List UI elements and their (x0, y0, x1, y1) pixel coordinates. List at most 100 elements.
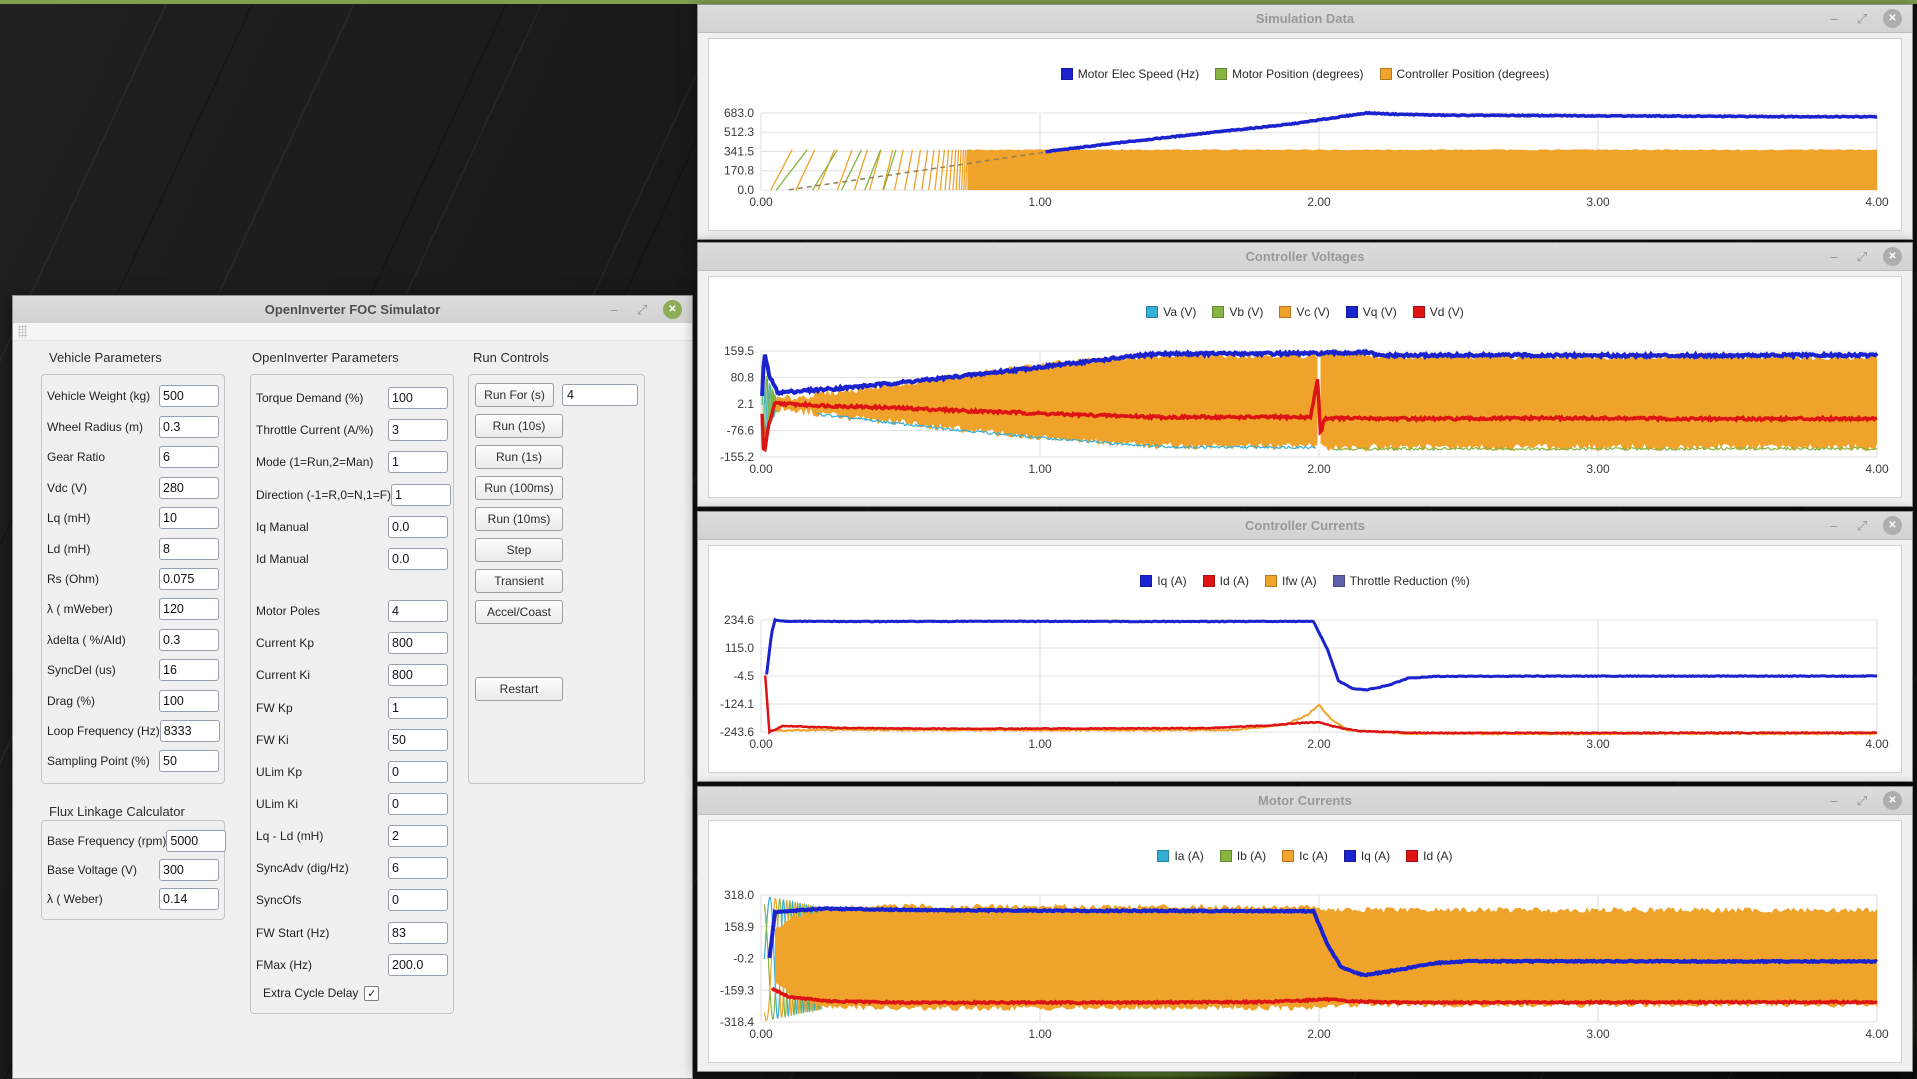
ld-mh-input[interactable] (159, 538, 219, 560)
current-kp-input[interactable] (388, 632, 448, 654)
param-label: Lq (mH) (47, 511, 159, 525)
minimize-icon[interactable]: – (1827, 519, 1841, 532)
weber-input[interactable] (159, 888, 219, 910)
transient-button[interactable]: Transient (475, 569, 563, 593)
ulim-kp-input[interactable] (388, 761, 448, 783)
run-for-row: Run For (s) (475, 383, 638, 407)
rs-ohm-input[interactable] (159, 568, 219, 590)
svg-text:0.00: 0.00 (749, 1027, 773, 1041)
chart-titlebar[interactable]: Controller Currents – ⤢ ✕ (698, 512, 1912, 540)
lq-mh-input[interactable] (159, 507, 219, 529)
legend-label: Id (A) (1423, 849, 1452, 863)
simulator-window: OpenInverter FOC Simulator – ⤢ ✕ Vehicle… (12, 295, 693, 1079)
param-row: Id Manual (251, 548, 453, 570)
minimize-icon[interactable]: – (607, 303, 621, 316)
row-spacer (251, 580, 453, 590)
loop-frequency-hz-input[interactable] (160, 720, 220, 742)
fw-kp-input[interactable] (388, 697, 448, 719)
iq-manual-input[interactable] (388, 516, 448, 538)
param-row: Vehicle Weight (kg) (42, 385, 224, 407)
legend-swatch-icon (1282, 850, 1294, 862)
delta-aid-input[interactable] (159, 629, 219, 651)
restore-icon[interactable]: ⤢ (1855, 12, 1869, 25)
legend-item: Ib (A) (1220, 849, 1266, 863)
legend-item: Ia (A) (1157, 849, 1203, 863)
close-icon[interactable]: ✕ (1883, 9, 1902, 28)
base-frequency-rpm-input[interactable] (166, 830, 226, 852)
param-row: Base Voltage (V) (42, 859, 224, 881)
param-label: Wheel Radius (m) (47, 420, 159, 434)
drag-input[interactable] (159, 690, 219, 712)
vdc-v-input[interactable] (159, 477, 219, 499)
syncdel-us-input[interactable] (159, 659, 219, 681)
close-icon[interactable]: ✕ (663, 300, 682, 319)
vehicle-weight-kg-input[interactable] (159, 385, 219, 407)
torque-demand-input[interactable] (388, 387, 448, 409)
parameter-group: Run For (s) Run (10s) Run (1s) Run (100ms) R… (468, 374, 645, 784)
close-icon[interactable]: ✕ (1883, 516, 1902, 535)
accel-coast-button[interactable]: Accel/Coast (475, 600, 563, 624)
chart-titlebar[interactable]: Motor Currents – ⤢ ✕ (698, 787, 1912, 815)
restore-icon[interactable]: ⤢ (1855, 519, 1869, 532)
run-100ms-button[interactable]: Run (100ms) (475, 476, 563, 500)
svg-text:318.0: 318.0 (724, 888, 754, 902)
chart-titlebar[interactable]: Simulation Data – ⤢ ✕ (698, 5, 1912, 33)
minimize-icon[interactable]: – (1827, 250, 1841, 263)
param-label: Motor Poles (256, 604, 388, 618)
run-10s-button[interactable]: Run (10s) (475, 414, 563, 438)
legend-swatch-icon (1146, 306, 1158, 318)
legend-item: Id (A) (1406, 849, 1452, 863)
minimize-icon[interactable]: – (1827, 794, 1841, 807)
motor-poles-input[interactable] (388, 600, 448, 622)
syncofs-input[interactable] (388, 889, 448, 911)
legend-item: Motor Position (degrees) (1215, 67, 1363, 81)
direction-1-r-0-n-1-f-input[interactable] (391, 484, 451, 506)
fmax-hz-input[interactable] (388, 954, 448, 976)
svg-text:-124.1: -124.1 (720, 697, 754, 711)
param-label: ULim Kp (256, 765, 388, 779)
syncadv-dig-hz-input[interactable] (388, 857, 448, 879)
current-ki-input[interactable] (388, 664, 448, 686)
run-for-seconds-input[interactable] (562, 384, 638, 406)
param-row: λ ( Weber) (42, 888, 224, 910)
id-manual-input[interactable] (388, 548, 448, 570)
run-10ms-button[interactable]: Run (10ms) (475, 507, 563, 531)
run-1s-button[interactable]: Run (1s) (475, 445, 563, 469)
toolbar-gripper-icon[interactable] (18, 325, 27, 338)
extra-cycle-delay-checkbox[interactable]: ✓ (364, 986, 379, 1001)
chart-legend: Iq (A)Id (A)Ifw (A)Throttle Reduction (%… (709, 574, 1901, 588)
mweber-input[interactable] (159, 598, 219, 620)
throttle-current-a-input[interactable] (388, 419, 448, 441)
step-button[interactable]: Step (475, 538, 563, 562)
restore-icon[interactable]: ⤢ (635, 303, 649, 316)
svg-text:159.5: 159.5 (724, 344, 754, 358)
svg-text:3.00: 3.00 (1586, 195, 1610, 209)
restore-icon[interactable]: ⤢ (1855, 250, 1869, 263)
close-icon[interactable]: ✕ (1883, 791, 1902, 810)
mode-1-run-2-man-input[interactable] (388, 451, 448, 473)
gear-ratio-input[interactable] (159, 446, 219, 468)
restore-icon[interactable]: ⤢ (1855, 794, 1869, 807)
param-row: Iq Manual (251, 516, 453, 538)
close-icon[interactable]: ✕ (1883, 247, 1902, 266)
chart-titlebar[interactable]: Controller Voltages – ⤢ ✕ (698, 243, 1912, 271)
simulator-titlebar[interactable]: OpenInverter FOC Simulator – ⤢ ✕ (13, 296, 692, 324)
fw-start-hz-input[interactable] (388, 922, 448, 944)
legend-label: Vc (V) (1296, 305, 1329, 319)
param-label: Gear Ratio (47, 450, 159, 464)
legend-swatch-icon (1346, 306, 1358, 318)
base-voltage-v-input[interactable] (159, 859, 219, 881)
fw-ki-input[interactable] (388, 729, 448, 751)
lq-ld-mh-input[interactable] (388, 825, 448, 847)
minimize-icon[interactable]: – (1827, 12, 1841, 25)
restart-button[interactable]: Restart (475, 677, 563, 701)
run-for-button[interactable]: Run For (s) (475, 383, 554, 407)
legend-item: Iq (A) (1344, 849, 1390, 863)
param-label: Loop Frequency (Hz) (47, 724, 160, 738)
ulim-ki-input[interactable] (388, 793, 448, 815)
param-label: SyncAdv (dig/Hz) (256, 861, 388, 875)
param-label: λ ( Weber) (47, 892, 159, 906)
svg-text:2.00: 2.00 (1307, 462, 1331, 476)
sampling-point-input[interactable] (159, 750, 219, 772)
wheel-radius-m-input[interactable] (159, 416, 219, 438)
